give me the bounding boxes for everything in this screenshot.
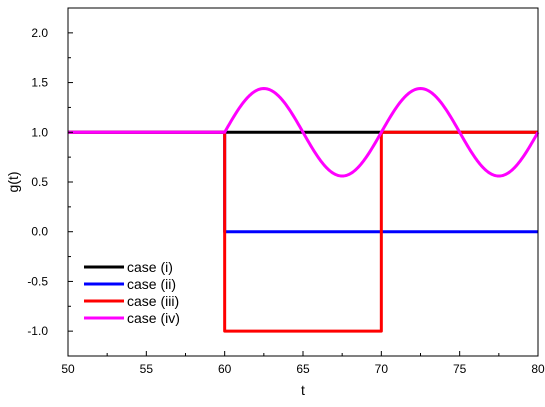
x-tick-label: 65 [296, 362, 310, 376]
x-tick-label: 50 [61, 362, 75, 376]
legend-label: case (iv) [127, 310, 180, 326]
x-tick-label: 55 [140, 362, 154, 376]
y-tick-label: -1.0 [27, 324, 48, 338]
y-tick-label: -0.5 [27, 274, 48, 288]
y-tick-label: 0.5 [31, 175, 48, 189]
legend: case (i)case (ii)case (iii)case (iv) [84, 259, 180, 326]
x-tick-label: 80 [531, 362, 545, 376]
x-tick-label: 75 [453, 362, 467, 376]
legend-label: case (i) [127, 259, 173, 275]
y-tick-label: 0.0 [31, 225, 48, 239]
y-tick-label: 1.5 [31, 76, 48, 90]
y-tick-label: 2.0 [31, 26, 48, 40]
x-tick-label: 70 [375, 362, 389, 376]
x-tick-label: 60 [218, 362, 232, 376]
plot-lines [68, 87, 540, 333]
y-tick-label: 1.0 [31, 125, 48, 139]
y-axis: -1.0 -0.5 0.0 0.5 1.0 1.5 2.0 [27, 7, 73, 357]
legend-label: case (iii) [127, 293, 179, 309]
series-line-4 [68, 87, 540, 178]
legend-label: case (ii) [127, 276, 176, 292]
y-axis-label: g(t) [5, 172, 21, 193]
x-axis: 50 55 60 65 70 75 80 [61, 351, 545, 376]
x-axis-label: t [301, 382, 305, 398]
